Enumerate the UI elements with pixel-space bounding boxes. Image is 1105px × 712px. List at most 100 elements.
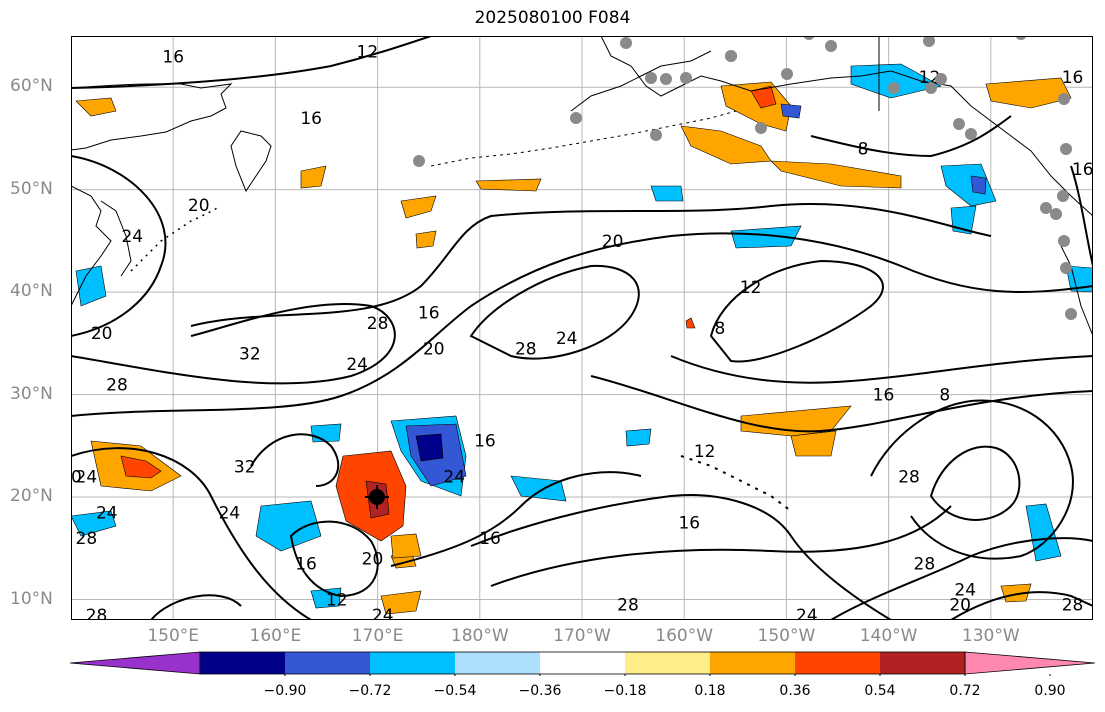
station-dot — [620, 37, 632, 49]
kuril-islands — [130, 205, 222, 272]
station-markers — [413, 36, 1077, 320]
colorbar-tick-label: 0.54 — [864, 683, 896, 699]
colorbar-segment — [370, 652, 455, 674]
contour-label: 24 — [96, 503, 118, 523]
contour-label: 16 — [418, 304, 440, 324]
contour-label: 8 — [715, 319, 726, 339]
contour-label: 20 — [91, 324, 113, 344]
station-dot — [1040, 202, 1052, 214]
contour-label: 24 — [372, 606, 394, 620]
colorbar-tick-label: 0.90 — [1034, 683, 1066, 699]
contour-line — [709, 259, 884, 363]
contour-line — [190, 203, 992, 327]
contour-line — [71, 232, 1093, 417]
shaded-region — [75, 97, 117, 117]
lon-label: 140°W — [859, 626, 918, 646]
contour-label: 28 — [914, 555, 936, 575]
station-dot — [925, 82, 937, 94]
colorbar-segment — [285, 652, 370, 674]
shaded-region — [400, 195, 437, 219]
colorbar-segment — [455, 652, 540, 674]
coastline-east-asia — [71, 185, 112, 307]
shaded-region — [940, 163, 997, 207]
lon-label: 170°E — [351, 626, 404, 646]
contour-label: 28 — [515, 339, 537, 359]
contour-label: 28 — [898, 468, 920, 488]
shaded-region — [720, 81, 792, 132]
contour-label: 16 — [295, 555, 317, 575]
shaded-region — [380, 590, 422, 615]
shaded-region — [1025, 503, 1062, 562]
colorbar-tick-label: 0.72 — [949, 683, 981, 699]
shaded-region — [780, 103, 802, 119]
contour-label: 28 — [106, 375, 128, 395]
station-dot — [803, 36, 815, 40]
coastlines — [71, 36, 1093, 512]
contour-label: 12 — [357, 42, 379, 62]
contour-label: 12 — [740, 278, 762, 298]
lat-label: 50°N — [10, 178, 53, 199]
shaded-region — [300, 165, 327, 189]
station-dot — [1057, 190, 1069, 202]
contour-line — [950, 591, 1093, 620]
shaded-region — [790, 430, 837, 457]
lon-label: 160°E — [249, 626, 302, 646]
contour-label: 24 — [954, 580, 976, 600]
contour-label: 28 — [367, 314, 389, 334]
contour-line — [71, 302, 396, 385]
station-dot — [755, 122, 767, 134]
contour-label: 16 — [1062, 68, 1084, 88]
station-dot — [1058, 235, 1070, 247]
lat-label: 20°N — [10, 486, 53, 507]
contour-label: 28 — [86, 606, 108, 620]
shaded-region — [685, 317, 696, 329]
station-dot — [1058, 93, 1070, 105]
contour-label: 16 — [162, 47, 184, 67]
shaded-field — [71, 63, 1093, 615]
colorbar-tick-label: −0.90 — [263, 683, 307, 699]
station-dot — [1015, 36, 1027, 40]
station-dot — [1065, 308, 1077, 320]
shaded-region — [770, 160, 902, 189]
coastline-bering — [570, 50, 712, 112]
colorbar-tick-label: −0.72 — [348, 683, 392, 699]
station-dot — [680, 72, 692, 84]
contour-label: 24 — [76, 468, 98, 488]
contour-line — [250, 433, 340, 487]
station-dot — [888, 82, 900, 94]
contour-label: 20 — [949, 596, 971, 616]
colorbar-segment — [540, 652, 625, 674]
lat-label: 60°N — [10, 76, 53, 97]
contour-label: 28 — [76, 529, 98, 549]
contour-label: 20 — [188, 196, 210, 216]
station-dot — [953, 118, 965, 130]
shaded-region — [120, 455, 162, 479]
colorbar-segment — [880, 652, 965, 674]
station-dot — [650, 129, 662, 141]
contour-line — [71, 36, 432, 89]
contour-line — [289, 520, 379, 598]
station-dot — [781, 68, 793, 80]
shaded-region — [310, 587, 342, 609]
map-panel: 16 12 16 24 20 20 28 32 28 24 16 20 20 28 24 12 8 16 8 12 32… — [71, 36, 1093, 620]
contour-label: 16 — [300, 109, 322, 129]
coastline-okhotsk — [100, 200, 132, 277]
colorbar — [70, 651, 1095, 676]
station-dot — [645, 72, 657, 84]
contour-label: 16 — [479, 529, 501, 549]
station-dot — [1060, 143, 1072, 155]
map-title: 2025080100 F084 — [474, 8, 631, 28]
contour-label: 12 — [326, 591, 348, 611]
contour-line — [870, 399, 1074, 560]
contour-line — [150, 594, 242, 620]
contour-line — [71, 447, 312, 620]
shaded-region — [730, 225, 802, 249]
lon-label: 130°W — [961, 626, 1020, 646]
contour-line — [1070, 165, 1093, 267]
contour-line — [810, 115, 1012, 158]
coastline-alaska — [600, 36, 1093, 217]
station-dot — [1060, 262, 1072, 274]
contour-label: 16 — [1072, 160, 1093, 180]
colorbar-max-arrow — [964, 651, 1095, 675]
